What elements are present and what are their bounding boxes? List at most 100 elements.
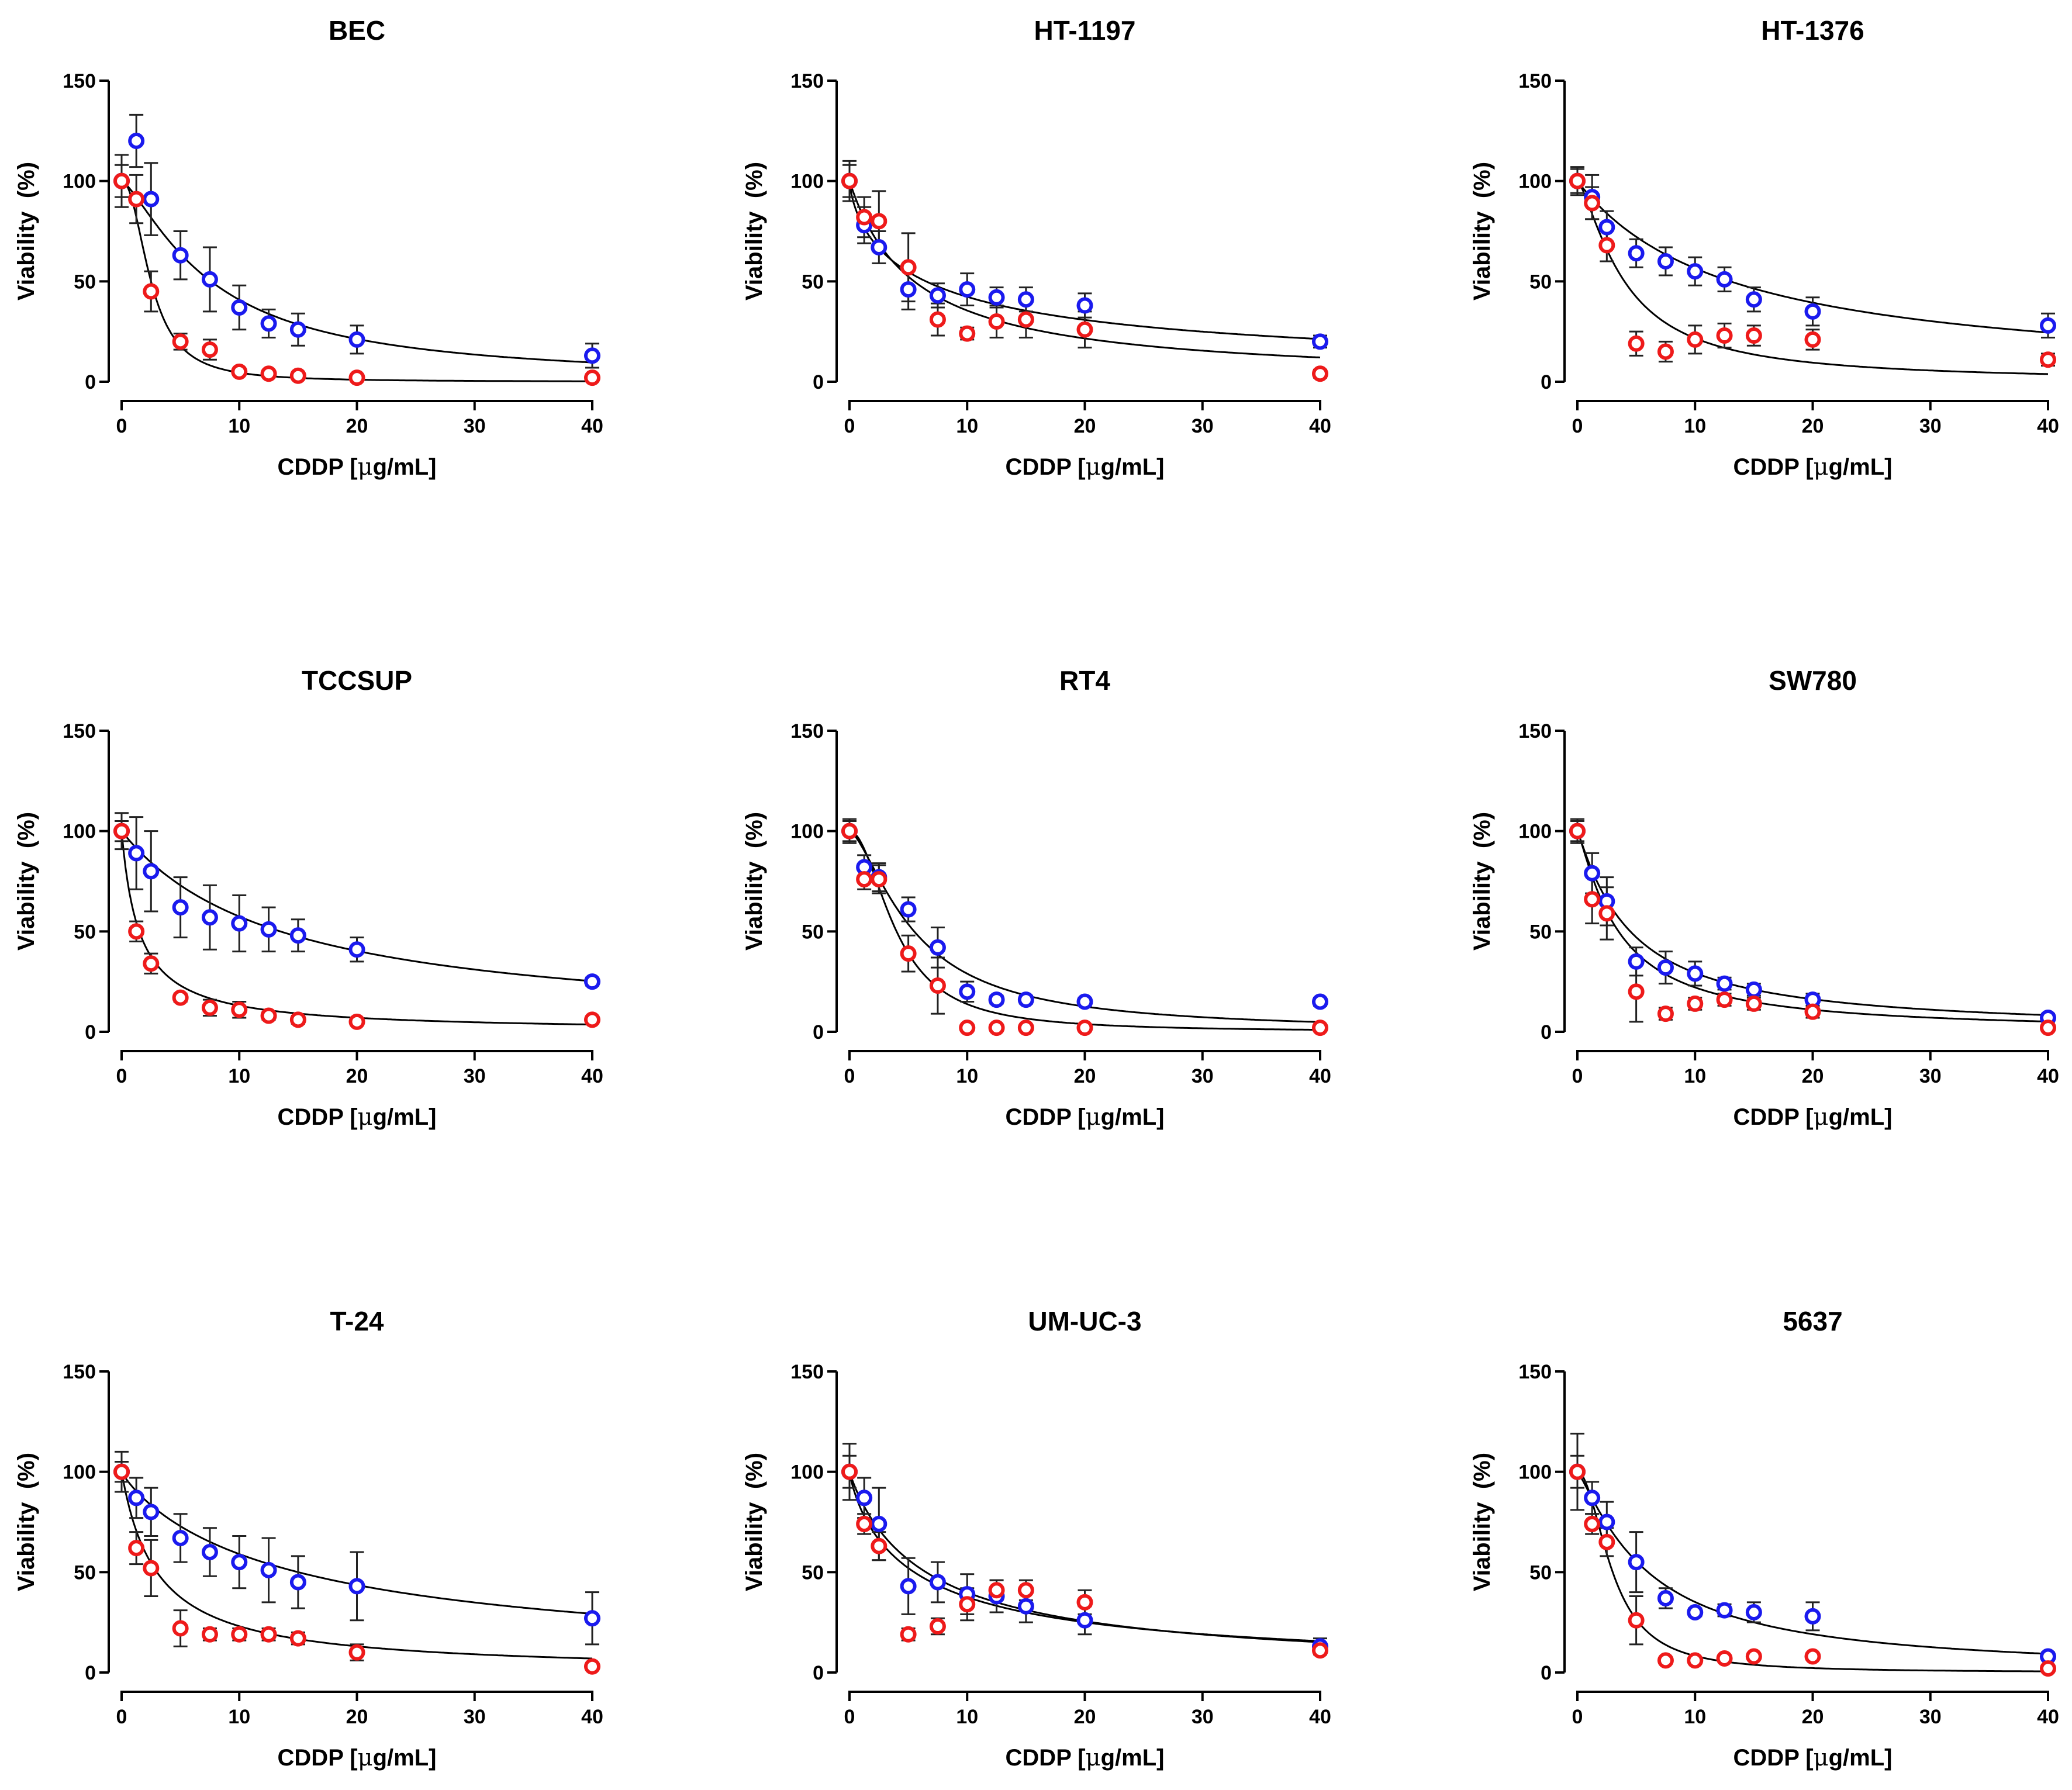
data-point-series-1: [959, 1020, 976, 1036]
data-point-series-1: [1312, 1642, 1328, 1659]
y-tick-label: 150: [63, 70, 96, 92]
data-point-series-0: [900, 281, 917, 298]
data-point-series-1: [231, 363, 248, 380]
data-point-series-0: [348, 941, 365, 958]
data-point-series-1: [1657, 1652, 1674, 1669]
data-point-series-1: [143, 955, 160, 972]
panel-title: UM-UC-3: [1028, 1306, 1141, 1336]
data-point-series-1: [2040, 351, 2056, 368]
panel-title: SW780: [1769, 665, 1857, 696]
data-point-series-1: [201, 341, 218, 358]
data-point-series-0: [289, 321, 306, 338]
y-axis-label: Viability (%): [1469, 162, 1495, 300]
chart-panel: UM-UC-3 0 50 100 150 0 10 20 30 40 CDDP [μg/mL] Via…: [741, 1306, 1331, 1771]
x-tick-label: 40: [581, 1065, 603, 1087]
data-point-series-0: [1584, 865, 1601, 882]
data-point-series-1: [128, 191, 145, 208]
x-axis-label-suffix: g/mL]: [1101, 1104, 1165, 1130]
y-axis-label: Viability (%): [13, 812, 39, 951]
data-point-series-1: [584, 1011, 600, 1028]
y-tick-label: 0: [1541, 1662, 1552, 1684]
y-axis-label: Viability (%): [1469, 1453, 1495, 1591]
data-point-series-1: [201, 999, 218, 1016]
x-tick-label: 30: [464, 415, 486, 437]
y-tick-label: 0: [813, 371, 824, 393]
data-point-series-1: [143, 283, 160, 300]
x-tick-label: 10: [956, 415, 978, 437]
data-point-series-1: [1569, 172, 1586, 189]
x-tick-label: 10: [228, 1706, 250, 1728]
x-tick-label: 20: [346, 415, 368, 437]
data-point-series-1: [143, 1560, 160, 1577]
data-point-series-1: [128, 923, 145, 940]
data-point-series-1: [1716, 327, 1733, 344]
data-point-series-0: [1628, 245, 1645, 262]
y-tick-label: 150: [1518, 720, 1552, 742]
data-point-series-1: [289, 1011, 306, 1028]
data-point-series-0: [231, 915, 248, 932]
x-tick-label: 20: [1802, 1706, 1824, 1728]
panel-title: HT-1376: [1761, 15, 1864, 46]
data-point-series-1: [172, 989, 189, 1006]
y-tick-label: 150: [1518, 1361, 1552, 1383]
y-tick-label: 150: [63, 1361, 96, 1383]
y-axis-label: Viability (%): [13, 162, 39, 300]
y-tick-label: 0: [85, 371, 96, 393]
data-point-series-1: [929, 1618, 946, 1635]
data-point-series-0: [172, 247, 189, 264]
data-point-series-0: [260, 921, 277, 938]
data-point-series-1: [260, 365, 277, 382]
x-tick-label: 10: [228, 415, 250, 437]
y-tick-label: 100: [63, 1461, 96, 1484]
y-tick-label: 100: [63, 821, 96, 843]
x-tick-label: 40: [1309, 415, 1331, 437]
data-point-series-1: [1312, 1020, 1328, 1036]
chart-panel: HT-1376 0 50 100 150 0 10 20 30 40 CDDP [μg/mL] Via…: [1469, 15, 2059, 481]
data-point-series-0: [1076, 297, 1093, 314]
panel-title: TCCSUP: [302, 665, 412, 696]
data-point-series-0: [584, 347, 600, 364]
data-point-series-1: [289, 1630, 306, 1647]
data-point-series-1: [1628, 983, 1645, 1000]
data-point-series-0: [143, 863, 160, 880]
x-axis-label-suffix: g/mL]: [373, 454, 437, 480]
data-point-series-1: [841, 1463, 858, 1480]
x-axis-label: CDDP [μg/mL]: [1006, 1104, 1165, 1131]
data-point-series-0: [871, 239, 887, 255]
x-axis-label: CDDP [μg/mL]: [1733, 1744, 1893, 1771]
data-point-series-0: [1716, 1602, 1733, 1619]
y-tick-label: 0: [85, 1021, 96, 1043]
data-point-series-0: [1076, 1612, 1093, 1629]
data-point-series-0: [1312, 333, 1328, 350]
y-tick-label: 100: [1518, 821, 1552, 843]
data-point-series-1: [959, 1596, 976, 1613]
data-point-series-0: [201, 909, 218, 926]
x-tick-label: 30: [1192, 1065, 1214, 1087]
chart-panel: BEC 0 50 100 150 0 10 20 30 40 CDDP [μg/mL] Viabili…: [13, 15, 603, 481]
x-tick-label: 40: [1309, 1706, 1331, 1728]
x-tick-label: 20: [1074, 1706, 1096, 1728]
x-tick-label: 40: [581, 415, 603, 437]
chart-panel: SW780 0 50 100 150 0 10 20 30 40 CDDP [μg/mL] Viabi…: [1469, 665, 2059, 1131]
x-tick-label: 10: [1684, 1706, 1706, 1728]
data-point-series-0: [1017, 291, 1034, 308]
data-point-series-0: [172, 1529, 189, 1546]
y-tick-label: 50: [74, 1561, 96, 1584]
x-tick-label: 0: [844, 1065, 855, 1087]
data-point-series-1: [1716, 991, 1733, 1008]
data-point-series-1: [841, 823, 858, 839]
data-point-series-0: [1628, 953, 1645, 970]
x-tick-label: 40: [2037, 415, 2059, 437]
x-axis-label-suffix: g/mL]: [1829, 1745, 1893, 1771]
x-axis-label: CDDP [μg/mL]: [1733, 454, 1893, 481]
data-point-series-1: [1076, 1020, 1093, 1036]
data-point-series-1: [988, 1582, 1005, 1599]
data-point-series-1: [929, 311, 946, 328]
data-point-series-0: [1687, 1604, 1704, 1620]
data-point-series-0: [1745, 291, 1762, 308]
data-point-series-0: [260, 315, 277, 332]
data-point-series-0: [929, 287, 946, 304]
y-tick-label: 100: [1518, 1461, 1552, 1484]
data-point-series-0: [959, 281, 976, 298]
x-axis-label-mu: μ: [1086, 1744, 1101, 1771]
